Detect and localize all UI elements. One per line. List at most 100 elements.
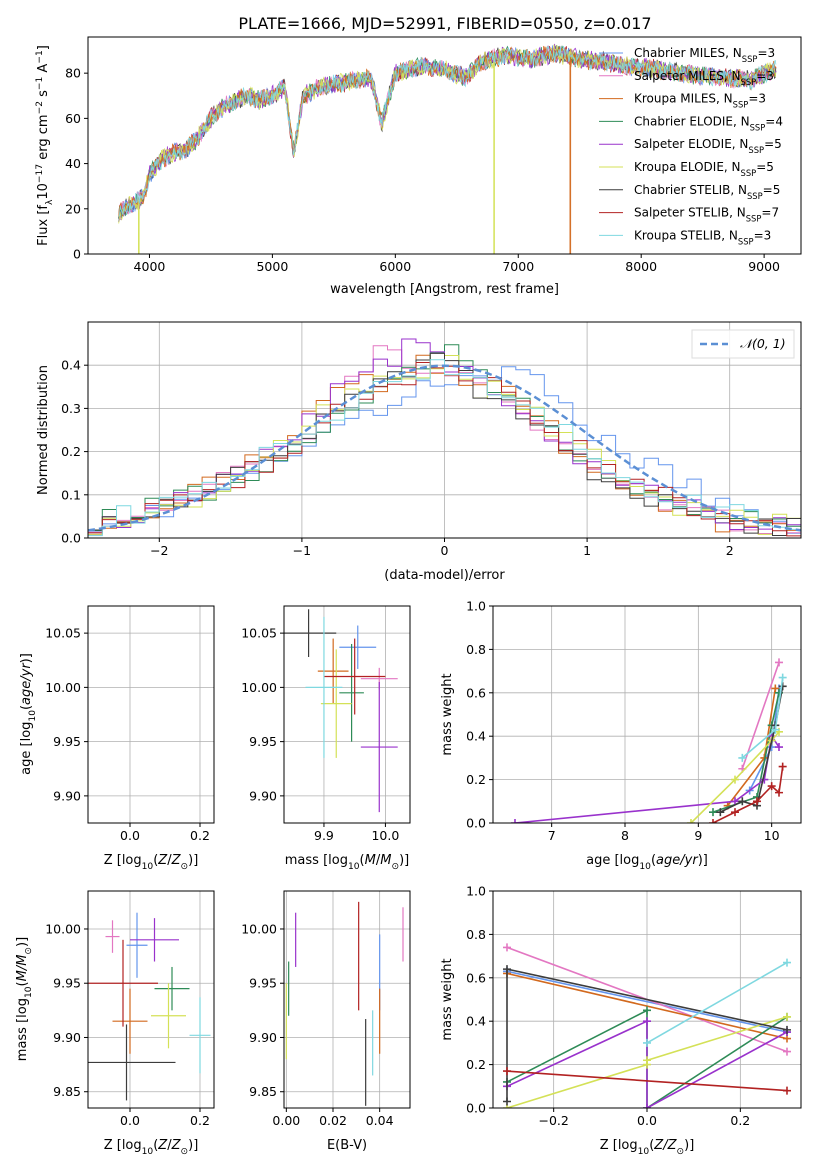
weight-marker [783,1047,791,1056]
normal-curve [88,364,801,532]
y-tick-label: 0.0 [466,1101,486,1116]
weight-marker [643,1017,651,1026]
weight-marker [771,725,780,734]
spectrum-panel: 4000 5000 6000 7000 8000 9000 0 20 40 60 80 Chabrie… [35,36,802,297]
y-tick-label: 0.4 [466,729,486,744]
x-tick-label: 8 [621,828,629,843]
legend-label: Salpeter ELODIE, NSSP=5 [634,137,782,155]
y-tick-label: 9.90 [53,788,81,803]
legend-label: Salpeter MILES, NSSP=3 [634,69,774,87]
weight-marker [753,797,761,806]
x-axis-label: Z [log10(Z/Z⊙)] [104,1138,199,1157]
x-tick-label: −1 [293,543,311,558]
y-tick-label: 0.4 [61,358,81,373]
y-tick-label: 0.2 [466,1057,486,1072]
y-axis-label: mass weight [440,958,455,1040]
axes-frame [87,890,215,1109]
x-tick-label: 0 [441,543,449,558]
errorbar-panel-2: 0.0 0.2 9.90 9.95 10.00 10.05 Z [log10(Z/Z⊙)] a… [19,601,215,872]
residual-histogram-panel-data [88,338,801,537]
y-tick-label: 9.90 [249,788,277,803]
weight-marker [738,797,747,806]
weight-marker [731,808,739,817]
weight-marker [775,788,783,797]
y-tick-label: 0.6 [466,685,486,700]
y-tick-label: 0.2 [466,772,486,787]
x-tick-label: 7000 [502,259,534,274]
spectrum-panel-data [118,43,777,254]
x-tick-label: 0.0 [120,828,140,843]
x-tick-label: 8000 [625,259,657,274]
x-tick-label: 4000 [134,259,166,274]
weight-line-7 [712,766,784,823]
errorbar-panel-5-data [88,912,211,1101]
hist-legend-label: 𝒩(0, 1) [740,336,786,351]
spectrum-legend: Chabrier MILES, NSSP=3 Salpeter MILES, NS… [599,46,783,246]
weight-marker [643,1038,651,1047]
errorbar-panel-2-data [88,601,207,813]
y-tick-label: 0.3 [61,401,81,416]
x-tick-label: −0.2 [538,1113,568,1128]
y-tick-label: 10.00 [45,680,81,695]
legend-label: Kroupa MILES, NSSP=3 [634,92,766,110]
y-tick-label: 0.1 [61,487,81,502]
y-tick-label: 0.0 [466,816,486,831]
weight-marker [731,797,739,806]
x-tick-label: 1 [583,543,591,558]
weight-marker [778,762,787,771]
legend-label: Salpeter STELIB, NSSP=7 [634,206,779,224]
x-tick-label: 5000 [256,259,288,274]
x-tick-label: 10.0 [371,828,399,843]
weight-marker [775,743,783,752]
y-tick-label: 0.2 [61,444,81,459]
x-tick-label: 7 [548,828,556,843]
hist-legend-box [691,329,795,359]
axes-frame [283,890,411,1109]
y-axis-label: mass weight [440,673,455,755]
weight-line-1 [741,662,780,770]
x-tick-label: 9 [694,828,702,843]
mass-weight-panel-4: 7 8 9 10 0.0 0.2 0.4 0.6 0.8 1.0 mass weight age [l… [440,599,802,872]
x-tick-label: 0.04 [366,1113,394,1128]
x-tick-label: 0.2 [190,828,210,843]
weight-marker [738,753,747,762]
weight-marker [709,808,717,817]
y-tick-label: 80 [65,66,81,81]
residual-histogram-panel: −2 −1 0 1 2 0.0 0.1 0.2 0.3 0.4 𝒩(0, 1) (data-model… [36,321,802,583]
weight-marker [778,673,787,682]
weight-marker [778,682,787,691]
x-tick-label: 6000 [379,259,411,274]
weight-line-0 [506,970,788,1033]
y-tick-label: 9.95 [249,976,277,991]
weight-marker [716,808,725,817]
errorbar-panel-3: 9.9 10.0 9.90 9.95 10.00 10.05 mass [log10(M/M… [241,605,411,872]
mass-weight-panel-7: −0.2 0.0 0.2 0.0 0.2 0.4 0.6 0.8 1.0 mass weight Z… [440,884,802,1157]
axes-frame [87,605,215,824]
x-tick-label: 0.0 [120,1113,140,1128]
x-axis-label: mass [log10(M/M⊙)] [285,853,409,872]
weight-marker [767,782,776,791]
axes-frame [492,605,802,824]
weight-marker [731,775,739,784]
weight-marker [503,1067,511,1076]
weight-marker [503,943,511,952]
weight-marker [783,958,791,967]
weight-line-8 [646,961,788,1044]
weight-marker [783,1086,791,1095]
histogram-series-6 [88,352,801,536]
mass-weight-panel-4-data [511,658,787,823]
weight-marker [687,819,695,823]
legend-label: Kroupa STELIB, NSSP=3 [634,228,771,246]
y-tick-label: 9.85 [53,1084,81,1099]
histogram-series-3 [88,344,801,531]
weight-marker [643,1006,651,1015]
x-tick-label: −2 [150,543,168,558]
legend-label: Chabrier STELIB, NSSP=5 [634,183,780,201]
y-axis-label: Normed distribution [36,365,51,495]
y-tick-label: 40 [65,156,81,171]
y-tick-label: 0 [73,247,81,262]
x-tick-label: 0.00 [272,1113,300,1128]
y-tick-label: 9.95 [53,734,81,749]
x-axis-label: Z [log10(Z/Z⊙)] [600,1138,695,1157]
